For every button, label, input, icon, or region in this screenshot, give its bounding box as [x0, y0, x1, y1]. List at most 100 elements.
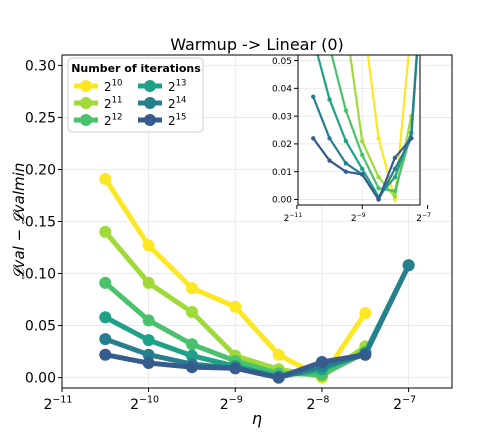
main-point-10 [359, 307, 372, 320]
legend-swatch-marker [80, 97, 92, 109]
legend-swatch-marker [80, 80, 92, 92]
main-point-15 [359, 348, 372, 361]
legend-swatch-marker [144, 114, 156, 126]
main-point-15 [315, 355, 328, 368]
inset-point-10 [409, 25, 413, 29]
main-point-14 [99, 333, 112, 346]
legend-label: 214 [168, 96, 186, 111]
main-y-tick-label: 0.15 [25, 215, 56, 231]
inset-point-14 [343, 161, 349, 166]
main-point-10 [185, 282, 198, 295]
main-point-14 [402, 259, 415, 272]
inset-point-10 [376, 136, 381, 141]
inset-point-14 [392, 166, 398, 172]
inset-point-13 [360, 166, 365, 172]
main-point-11 [99, 225, 112, 238]
main-point-11 [142, 276, 155, 289]
inset-x-tick-label: 2−11 [284, 212, 303, 224]
inset-point-15 [409, 136, 414, 141]
main-point-11 [185, 306, 198, 319]
inset-point-14 [327, 136, 332, 141]
main-series-group [99, 172, 415, 384]
inset-point-15 [343, 169, 349, 174]
inset-point-12 [376, 186, 381, 191]
inset-point-15 [392, 155, 398, 160]
legend-label: 215 [168, 113, 186, 128]
main-y-tick-label: 0.25 [25, 110, 56, 126]
legend-label: 213 [168, 79, 186, 94]
inset-x-tick-label: 2−9 [351, 212, 366, 224]
main-y-tick-label: 0.10 [25, 267, 56, 283]
legend-swatch-marker [144, 80, 156, 92]
main-plot-series [99, 172, 415, 384]
main-point-15 [99, 348, 112, 361]
main-point-15 [229, 362, 242, 375]
y-axis-label: 𝓛val − 𝓛valmin [10, 163, 28, 280]
inset-point-15 [311, 136, 316, 141]
inset-plot: 2−11 2−9 2−7 0.00 0.01 0.02 0.03 0.04 0.05 [272, 8, 431, 224]
main-y-tick-label: 0.20 [25, 163, 56, 179]
inset-point-13 [392, 175, 398, 180]
main-y-tick-label: 0.05 [25, 319, 56, 335]
main-point-12 [99, 276, 112, 289]
legend-items: 210 211 212 213 214 215 [74, 79, 186, 128]
inset-point-11 [376, 175, 381, 180]
main-x-tick-label: 2−10 [130, 395, 159, 413]
main-point-13 [99, 311, 112, 324]
inset-y-tick-label: 0.01 [272, 168, 292, 178]
main-point-13 [185, 349, 198, 362]
chart-title: Warmup -> Linear (0) [170, 35, 344, 54]
inset-point-15 [327, 158, 332, 163]
legend-title: Number of iterations [71, 62, 201, 75]
legend-swatch-marker [80, 114, 92, 126]
inset-point-11 [344, 22, 348, 26]
main-point-10 [272, 348, 285, 361]
main-x-tick-label: 2−7 [393, 395, 416, 413]
legend-box [67, 57, 204, 133]
inset-background [298, 55, 420, 205]
inset-point-13 [343, 138, 349, 144]
inset-point-11 [392, 194, 398, 199]
inset-axis-ticks: 2−11 2−9 2−7 0.00 0.01 0.02 0.03 0.04 0.05 [272, 57, 431, 224]
inset-plot-series [311, 8, 419, 202]
main-point-12 [142, 314, 155, 327]
inset-point-13 [327, 97, 332, 102]
main-point-10 [229, 300, 242, 313]
main-point-14 [142, 348, 155, 361]
inset-point-15 [360, 172, 365, 177]
legend-label: 211 [104, 96, 122, 111]
inset-y-tick-label: 0.03 [272, 112, 292, 122]
main-point-10 [142, 239, 155, 252]
main-point-15 [142, 357, 155, 370]
main-point-12 [185, 338, 198, 351]
main-y-tick-label: 0.30 [25, 58, 56, 74]
inset-y-tick-label: 0.05 [272, 57, 292, 67]
inset-point-15 [376, 197, 381, 202]
inset-point-12 [392, 188, 398, 194]
inset-point-12 [360, 152, 365, 158]
inset-point-14 [311, 94, 316, 99]
inset-point-10 [360, 8, 364, 12]
inset-frame [297, 54, 421, 206]
main-point-10 [99, 172, 112, 185]
main-point-15 [185, 361, 198, 374]
legend-swatch-marker [144, 97, 156, 109]
inset-y-tick-label: 0.00 [272, 196, 292, 206]
inset-point-11 [360, 138, 365, 144]
legend-label: 212 [104, 113, 122, 128]
legend: Number of iterations 210 211 212 213 214 215 [67, 57, 204, 133]
inset-x-tick-label: 2−7 [416, 212, 431, 224]
inset-series-group [311, 8, 419, 202]
main-y-tick-label: 0.00 [25, 371, 56, 387]
main-point-13 [142, 334, 155, 347]
inset-point-12 [343, 108, 349, 113]
main-x-tick-label: 2−8 [306, 395, 329, 413]
x-axis-label: η [252, 409, 262, 428]
inset-y-tick-label: 0.02 [272, 140, 292, 150]
legend-label: 210 [104, 79, 122, 94]
main-x-tick-label: 2−9 [220, 395, 243, 413]
main-x-tick-label: 2−11 [43, 395, 72, 413]
main-point-15 [272, 371, 285, 384]
main-axis-ticks: 2−11 2−10 2−9 2−8 2−7 0.00 0.05 0.10 0.15 0.20 0.2… [25, 58, 416, 413]
